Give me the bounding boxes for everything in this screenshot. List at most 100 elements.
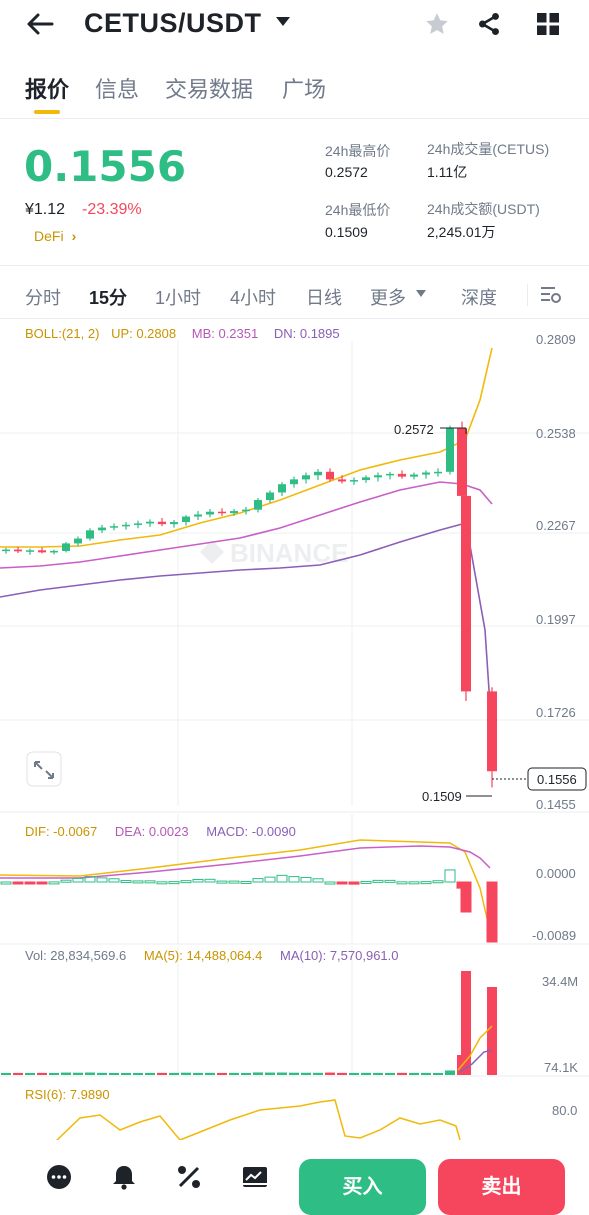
candle-body: [230, 511, 238, 514]
candle-body: [110, 526, 118, 528]
macd-bar: [336, 881, 348, 885]
macd-bar: [300, 877, 312, 883]
caret-down-icon[interactable]: [416, 290, 426, 297]
candle-body: [487, 691, 497, 772]
volume-bar: [1, 1072, 11, 1075]
trading-bot-icon[interactable]: [240, 1162, 270, 1192]
boll-dn-line: [0, 522, 493, 736]
macd-bar: [0, 881, 12, 885]
boll-legend: BOLL:(21, 2) UP: 0.2808 MB: 0.2351 DN: 0…: [25, 326, 340, 341]
tab-info[interactable]: 信息: [95, 77, 140, 102]
macd-dif-line: [0, 839, 493, 941]
timeframe-depth[interactable]: 深度: [461, 288, 497, 308]
sell-button[interactable]: 卖出: [438, 1159, 565, 1215]
price-axis-label: 0.2538: [536, 426, 576, 441]
candle-body: [2, 549, 10, 552]
volume-quote-value: 2,245.01万: [427, 224, 496, 240]
macd-bar: [60, 879, 72, 883]
macd-bar: [204, 878, 216, 883]
back-icon[interactable]: [26, 12, 54, 36]
fullscreen-button[interactable]: [26, 751, 62, 787]
grid-menu-icon[interactable]: [536, 12, 560, 41]
candle-body: [218, 511, 226, 514]
timeframe-1d[interactable]: 日线: [306, 288, 342, 308]
chart-settings-icon[interactable]: [540, 284, 562, 311]
macd-bar: [276, 874, 288, 883]
volume-base-value: 1.11亿: [427, 164, 468, 180]
candle-body: [374, 475, 382, 478]
bell-icon[interactable]: [109, 1162, 139, 1192]
share-icon[interactable]: [476, 11, 502, 42]
timeframe-more[interactable]: 更多: [370, 288, 406, 308]
rsi-line: [56, 1099, 461, 1140]
buy-button[interactable]: 买入: [299, 1159, 426, 1215]
volume-bar: [421, 1072, 431, 1075]
tab-quote[interactable]: 报价: [25, 77, 70, 102]
candle-body: [182, 516, 190, 523]
macd-bar: [228, 880, 240, 884]
chevron-down-icon[interactable]: [276, 17, 290, 26]
candle-body: [206, 511, 214, 515]
candle-body: [122, 524, 130, 527]
macd-bar: [240, 880, 252, 884]
pair-title[interactable]: CETUS/USDT: [84, 8, 262, 38]
macd-bar: [420, 881, 432, 885]
macd-bar: [84, 876, 96, 883]
candle-body: [338, 479, 346, 482]
volume-base-label: 24h成交量(CETUS): [427, 141, 550, 157]
low-label: 24h最低价: [325, 202, 391, 218]
macd-histogram: [0, 869, 498, 943]
macd-bar: [486, 881, 498, 943]
chevron-right-icon: ›: [71, 228, 77, 244]
candle-body: [398, 473, 406, 477]
svg-text:BINANCE: BINANCE: [230, 538, 348, 568]
macd-bar: [432, 880, 444, 884]
candle-body: [38, 550, 46, 553]
kline-chart[interactable]: BINANCE 0.2572 0.1509 0.1556: [0, 340, 589, 1140]
timeframe-1h[interactable]: 1小时: [155, 288, 202, 308]
tab-trading-data[interactable]: 交易数据: [165, 77, 254, 102]
volume-bar: [385, 1072, 395, 1075]
candle-body: [50, 550, 58, 553]
volume-bars: [1, 971, 497, 1075]
high-label: 24h最高价: [325, 143, 391, 159]
expand-icon: [34, 761, 54, 779]
candle-body: [62, 543, 70, 551]
candle-body: [170, 522, 178, 525]
volume-ma5: MA(5): 14,488,064.4: [143, 948, 263, 963]
macd-bar: [12, 881, 24, 885]
percent-icon[interactable]: [174, 1162, 204, 1192]
candle-body: [98, 527, 106, 531]
high-marker-label: 0.2572: [394, 422, 434, 437]
low-value: 0.1509: [325, 224, 368, 240]
macd-bar: [460, 881, 472, 913]
volume-bar: [461, 971, 471, 1075]
timeframe-15m[interactable]: 15分: [89, 288, 128, 308]
current-price-label: 0.1556: [537, 772, 577, 787]
tab-square[interactable]: 广场: [282, 77, 327, 102]
macd-value: MACD: -0.0090: [206, 824, 296, 839]
volume-bar: [73, 1072, 83, 1075]
rsi-legend: RSI(6): 7.9890: [25, 1087, 110, 1102]
macd-dea: DEA: 0.0023: [114, 824, 189, 839]
high-value: 0.2572: [325, 164, 368, 180]
macd-bar: [216, 880, 228, 884]
volume-bar: [25, 1072, 35, 1075]
timeframe-4h[interactable]: 4小时: [230, 288, 277, 308]
candle-body: [242, 509, 250, 512]
candle-body: [434, 471, 442, 474]
macd-bar: [36, 881, 48, 885]
candle-body: [26, 550, 34, 552]
volume-bar: [487, 987, 497, 1075]
candle-body: [386, 473, 394, 476]
boll-up-line: [0, 347, 493, 548]
volume-bar: [49, 1072, 59, 1075]
star-icon[interactable]: [424, 11, 450, 42]
category-tag[interactable]: DeFi ›: [34, 228, 76, 244]
price-axis-label: 0.2809: [536, 332, 576, 347]
macd-bar: [252, 878, 264, 883]
candle-body: [254, 500, 262, 510]
timeframe-line[interactable]: 分时: [25, 288, 61, 308]
price-axis-label: 0.2267: [536, 518, 576, 533]
more-icon[interactable]: [44, 1162, 74, 1192]
